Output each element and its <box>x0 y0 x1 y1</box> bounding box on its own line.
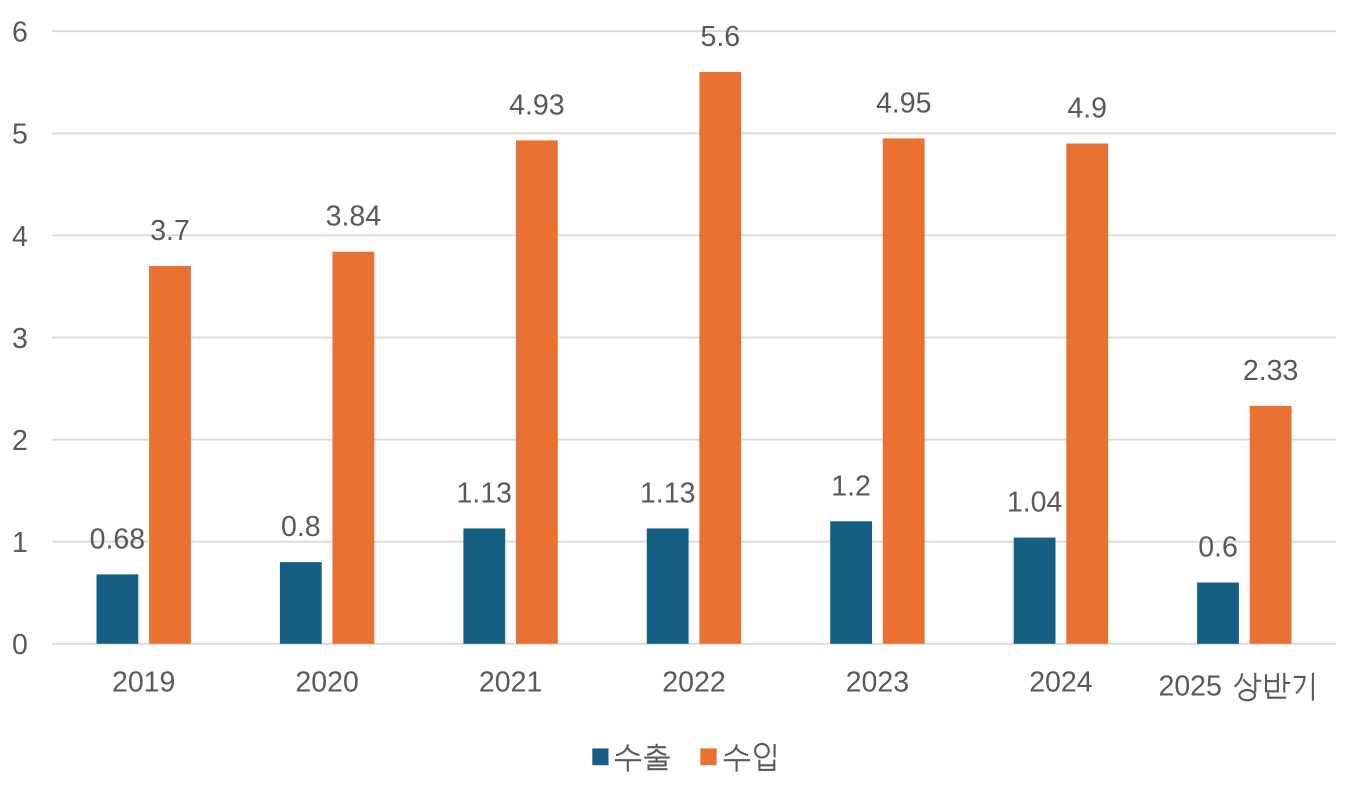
svg-text:0.8: 0.8 <box>281 511 321 543</box>
svg-text:4.93: 4.93 <box>509 89 564 121</box>
svg-text:2021: 2021 <box>479 667 542 699</box>
svg-text:5: 5 <box>12 119 28 151</box>
svg-text:0.68: 0.68 <box>90 523 145 555</box>
svg-text:2: 2 <box>12 425 28 457</box>
svg-text:2023: 2023 <box>846 667 909 699</box>
svg-text:1: 1 <box>12 527 28 559</box>
svg-text:2024: 2024 <box>1029 667 1093 699</box>
svg-text:3.7: 3.7 <box>150 215 190 247</box>
svg-text:0: 0 <box>12 629 28 661</box>
svg-text:5.6: 5.6 <box>700 21 740 53</box>
svg-text:4.9: 4.9 <box>1067 93 1107 125</box>
svg-text:4.95: 4.95 <box>876 87 931 119</box>
svg-text:2020: 2020 <box>295 667 358 699</box>
svg-text:3.84: 3.84 <box>326 201 382 233</box>
svg-text:0.6: 0.6 <box>1198 532 1238 564</box>
svg-text:3: 3 <box>12 323 28 355</box>
svg-text:2.33: 2.33 <box>1243 355 1298 387</box>
svg-text:1.2: 1.2 <box>831 470 871 502</box>
svg-text:4: 4 <box>12 221 28 253</box>
svg-text:2025: 2025 <box>1158 671 1221 703</box>
svg-text:1.13: 1.13 <box>457 477 512 509</box>
svg-text:6: 6 <box>12 17 28 49</box>
svg-text:1.13: 1.13 <box>640 477 695 509</box>
svg-text:1.04: 1.04 <box>1007 487 1063 519</box>
svg-text:2019: 2019 <box>112 667 175 699</box>
svg-text:2022: 2022 <box>662 667 725 699</box>
